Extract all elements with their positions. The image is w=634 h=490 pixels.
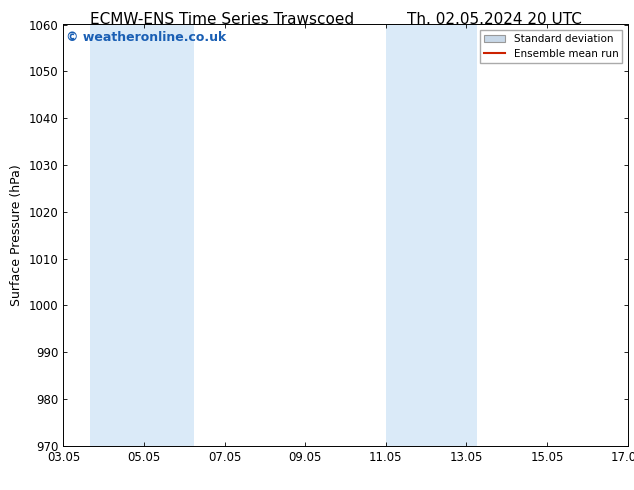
- Text: © weatheronline.co.uk: © weatheronline.co.uk: [66, 31, 226, 44]
- Y-axis label: Surface Pressure (hPa): Surface Pressure (hPa): [10, 164, 23, 306]
- Text: Th. 02.05.2024 20 UTC: Th. 02.05.2024 20 UTC: [407, 12, 582, 27]
- Legend: Standard deviation, Ensemble mean run: Standard deviation, Ensemble mean run: [480, 30, 623, 63]
- Bar: [424, 24, 477, 446]
- Text: ECMW-ENS Time Series Trawscoed: ECMW-ENS Time Series Trawscoed: [90, 12, 354, 27]
- Bar: [386, 24, 424, 446]
- Bar: [130, 24, 195, 446]
- Bar: [628, 24, 634, 446]
- Bar: [89, 24, 130, 446]
